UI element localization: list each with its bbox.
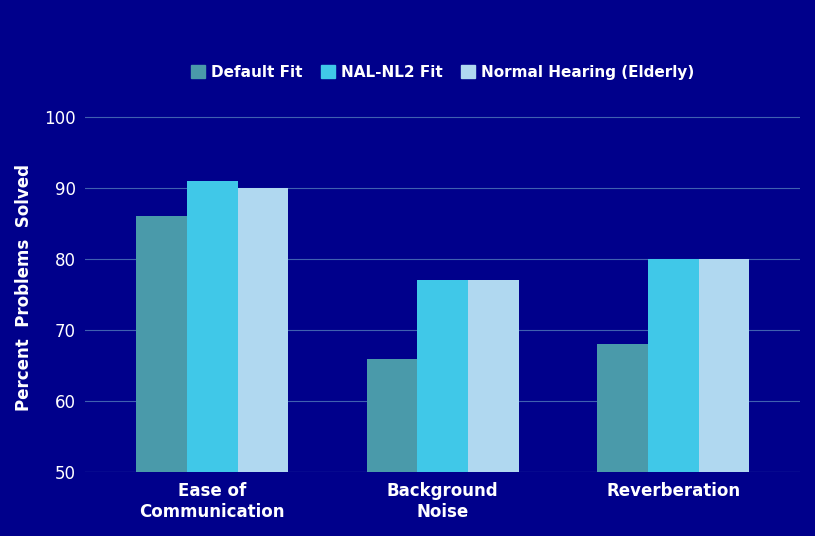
Bar: [698, 259, 749, 472]
Bar: [597, 345, 648, 472]
Bar: [136, 217, 187, 472]
Bar: [367, 359, 417, 472]
Bar: [468, 280, 519, 472]
Legend: Default Fit, NAL-NL2 Fit, Normal Hearing (Elderly): Default Fit, NAL-NL2 Fit, Normal Hearing…: [185, 58, 700, 86]
Bar: [187, 181, 238, 472]
Y-axis label: Percent  Problems  Solved: Percent Problems Solved: [15, 164, 33, 411]
Bar: [417, 280, 468, 472]
Bar: [648, 259, 698, 472]
Bar: [238, 188, 289, 472]
